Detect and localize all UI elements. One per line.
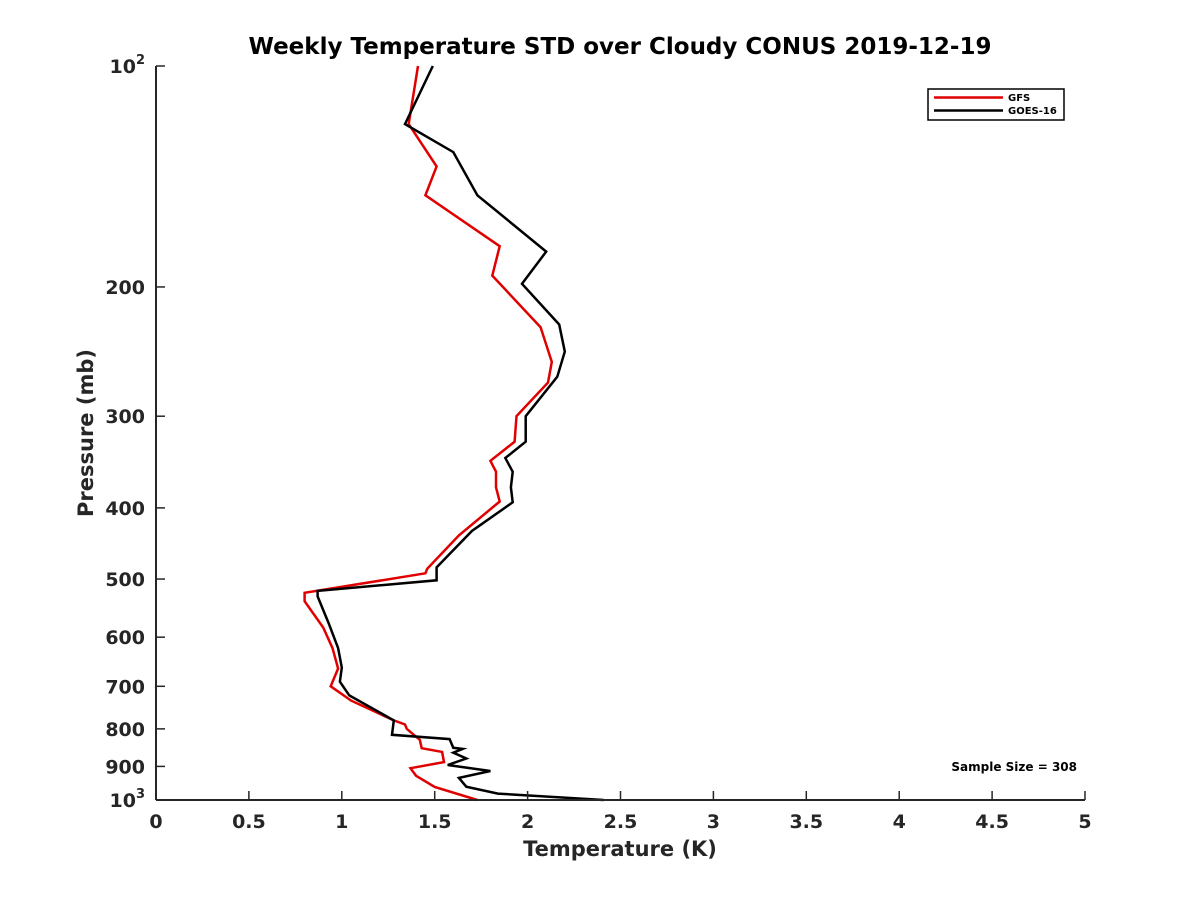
x-tick-label: 2 [521,811,534,833]
x-tick-label: 0.5 [232,811,266,833]
series-line-goes-16 [316,65,604,802]
x-tick-label: 3 [707,811,720,833]
x-axis-label: Temperature (K) [523,837,717,861]
y-axis-label: Pressure (mb) [74,349,98,517]
series-line-gfs [303,65,554,802]
series-layer [303,65,604,802]
x-tick-label: 1 [335,811,348,833]
legend: GFS GOES-16 [927,88,1065,121]
legend-label-goes-16: GOES-16 [1008,106,1057,117]
y-tick-label: 400 [105,498,145,520]
x-tick-label: 4.5 [975,811,1009,833]
y-tick-label: 800 [105,719,145,741]
legend-label-gfs: GFS [1008,93,1030,104]
y-tick-label: 600 [105,627,145,649]
x-ticks: 0 0.5 1 1.5 2 2.5 3 3.5 4 4.5 5 [149,791,1092,833]
legend-box [927,88,1065,121]
y-tick-label: 300 [105,406,145,428]
y-tick-label: 700 [105,676,145,698]
x-tick-label: 3.5 [789,811,823,833]
y-tick-label: 900 [105,756,145,778]
y-tick-label: 500 [105,569,145,591]
y-tick-label: 103 [110,787,146,812]
y-tick-label: 200 [105,277,145,299]
x-tick-label: 1.5 [418,811,452,833]
x-tick-label: 0 [149,811,162,833]
x-tick-label: 5 [1078,811,1091,833]
x-tick-label: 2.5 [604,811,638,833]
x-tick-label: 4 [893,811,906,833]
chart-title: Weekly Temperature STD over Cloudy CONUS… [249,34,992,60]
sample-size-annotation: Sample Size = 308 [951,760,1077,774]
